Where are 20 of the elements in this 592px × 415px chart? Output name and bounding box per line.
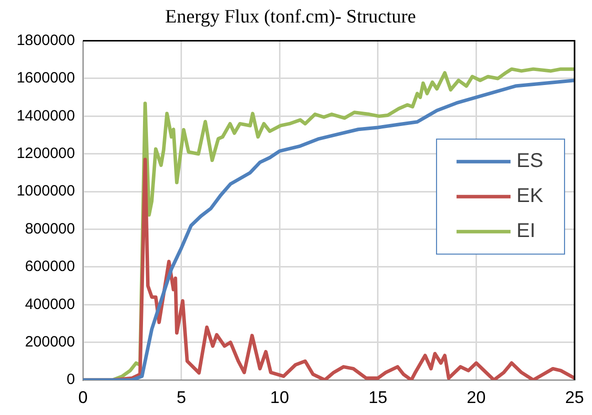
x-tick-label: 20 <box>466 388 486 407</box>
y-tick-label: 0 <box>66 371 75 388</box>
legend-label: EI <box>516 220 536 242</box>
y-tick-label: 400000 <box>24 296 75 313</box>
x-tick-label: 5 <box>176 388 186 407</box>
legend-label: EK <box>516 185 544 208</box>
y-tick-label: 1600000 <box>16 70 75 87</box>
chart-title: Energy Flux (tonf.cm)- Structure <box>165 6 416 28</box>
y-tick-label: 1400000 <box>16 107 75 124</box>
x-tick-label: 25 <box>565 388 584 407</box>
x-tick-label: 10 <box>270 388 290 407</box>
x-tick-label: 0 <box>78 388 88 407</box>
y-tick-label: 1800000 <box>16 32 75 49</box>
x-tick-label: 15 <box>368 388 388 407</box>
y-tick-label: 600000 <box>24 258 75 276</box>
y-tick-label: 1200000 <box>16 145 75 162</box>
y-tick-label: 800000 <box>24 220 75 238</box>
legend-label: ES <box>516 150 544 172</box>
y-tick-label: 1000000 <box>16 182 75 200</box>
y-tick-label: 200000 <box>24 333 75 350</box>
